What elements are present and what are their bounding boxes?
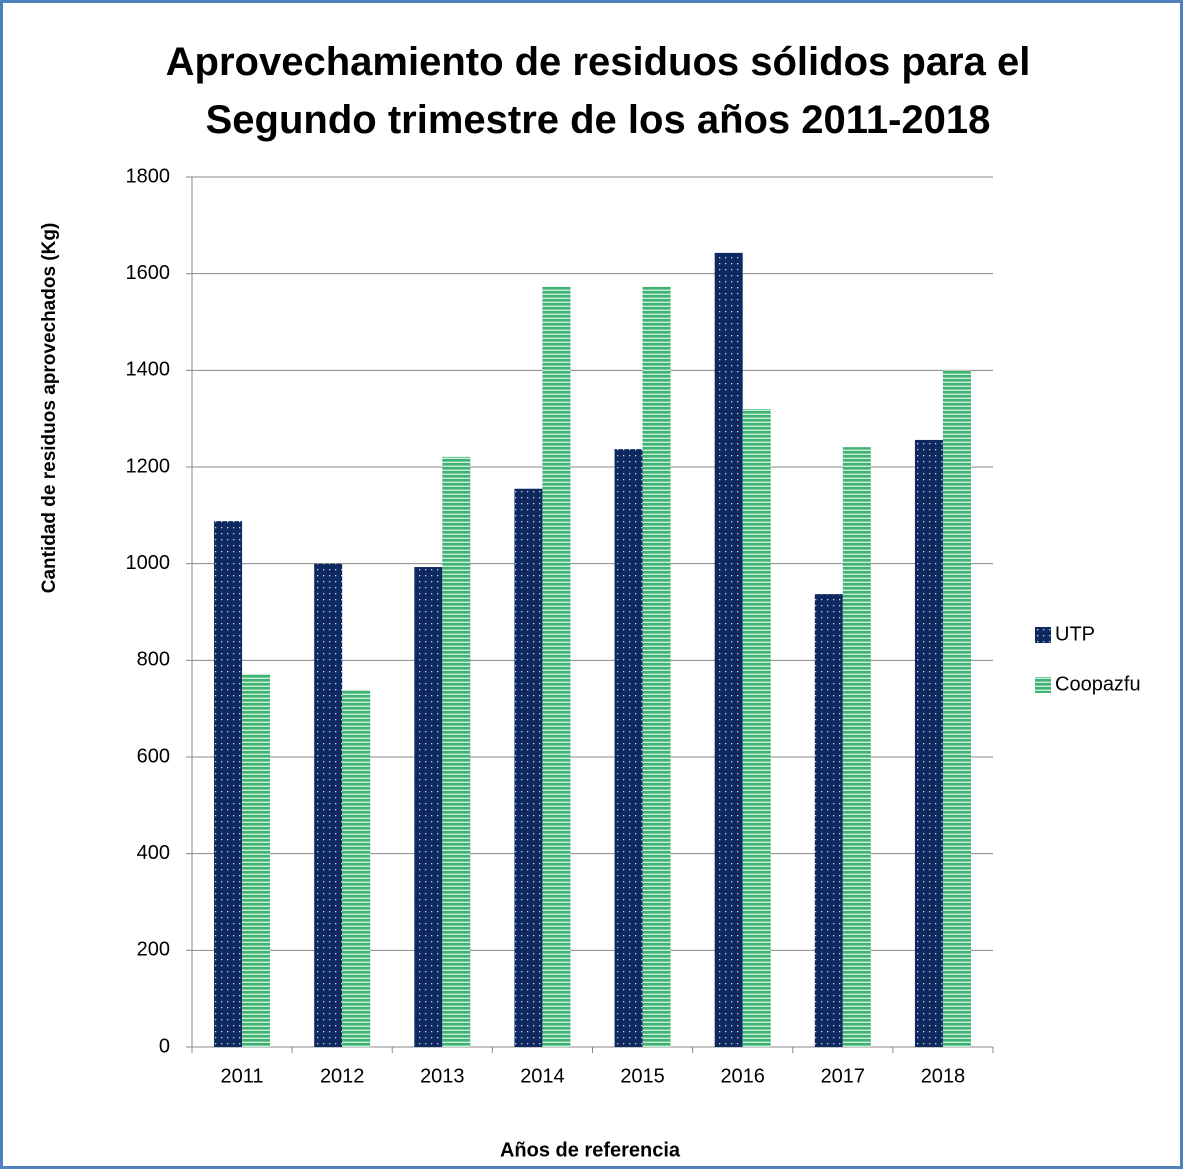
bar — [642, 286, 671, 1047]
x-tick-label: 2015 — [620, 1065, 665, 1087]
x-tick-label: 2014 — [520, 1065, 565, 1087]
legend-label: UTP — [1055, 623, 1095, 645]
bar — [542, 286, 571, 1047]
bar — [914, 439, 943, 1047]
x-tick-label: 2011 — [221, 1065, 264, 1087]
y-tick-label: 1400 — [126, 359, 171, 381]
bar — [514, 488, 543, 1047]
bar — [342, 689, 371, 1047]
bar — [314, 563, 343, 1047]
y-tick-label: 1000 — [126, 552, 171, 574]
x-axis-label: Años de referencia — [500, 1139, 681, 1161]
bar — [842, 447, 871, 1047]
y-axis-label: Cantidad de residuos aprovechados (Kg) — [39, 223, 60, 594]
y-tick-label: 400 — [137, 842, 170, 864]
bar — [414, 567, 443, 1047]
bar — [814, 594, 843, 1047]
chart: Años de referencia Cantidad de residuos … — [39, 165, 1141, 1161]
chart-title: Aprovechamiento de residuos sólidos para… — [165, 40, 1031, 142]
x-tick-label: 2018 — [921, 1065, 966, 1087]
legend-swatch — [1035, 627, 1051, 643]
legend-label: Coopazfu — [1055, 673, 1141, 695]
bar — [714, 252, 743, 1048]
y-tick-label: 1600 — [126, 262, 171, 284]
y-tick-label: 600 — [137, 745, 170, 767]
y-tick-label: 1200 — [126, 455, 171, 477]
y-tick-label: 200 — [137, 939, 170, 961]
y-tick-label: 0 — [159, 1035, 170, 1057]
legend-swatch — [1035, 677, 1051, 693]
x-tick-label: 2016 — [720, 1065, 765, 1087]
x-tick-label: 2017 — [821, 1065, 866, 1087]
bar — [942, 370, 971, 1047]
x-tick-label: 2012 — [320, 1065, 365, 1087]
bar — [742, 409, 771, 1047]
bar — [442, 456, 471, 1048]
bar — [214, 521, 243, 1047]
x-tick-label: 2013 — [420, 1065, 465, 1087]
y-tick-label: 1800 — [126, 165, 171, 187]
bar — [614, 449, 643, 1047]
y-tick-label: 800 — [137, 649, 170, 671]
bar — [242, 673, 271, 1047]
